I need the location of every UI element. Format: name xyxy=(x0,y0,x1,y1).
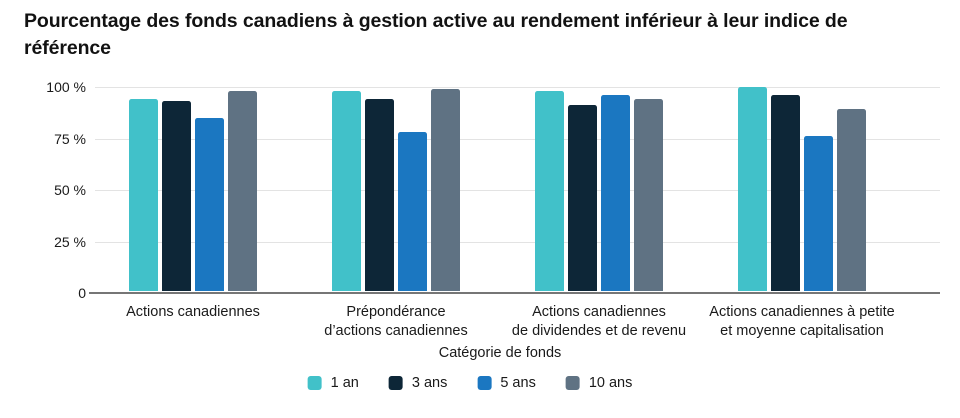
x-category-label-actions-canadiennes-petite: Actions canadiennes à petite et moyenne … xyxy=(709,304,895,339)
bar-1-an-actions-canadiennes-petite[interactable] xyxy=(738,87,767,291)
legend-item-5-ans: 5 ans xyxy=(477,375,536,391)
bar-10-ans-actions-canadiennes[interactable] xyxy=(228,91,257,291)
chart-title: Pourcentage des fonds canadiens à gestio… xyxy=(24,10,848,59)
y-tick-label-75: 75 % xyxy=(54,130,86,147)
legend: 1 an 3 ans 5 ans 10 ans xyxy=(307,375,633,391)
bar-group-actions-canadiennes xyxy=(535,87,663,291)
bar-5-ans-actions-canadiennes[interactable] xyxy=(601,95,630,291)
legend-swatch-10-ans xyxy=(565,376,580,390)
bar-5-ans-pr-pond-rance[interactable] xyxy=(398,131,427,291)
x-axis-title: Catégorie de fonds xyxy=(438,345,562,361)
bar-3-ans-actions-canadiennes-petite[interactable] xyxy=(771,95,800,291)
gridline xyxy=(95,190,940,191)
bar-1-an-actions-canadiennes[interactable] xyxy=(129,99,158,291)
x-axis-line xyxy=(89,292,940,294)
bar-10-ans-actions-canadiennes[interactable] xyxy=(634,99,663,291)
y-tick-label-0: 0 xyxy=(78,285,86,301)
legend-label-10-ans: 10 ans xyxy=(588,375,633,391)
legend-item-3-ans: 3 ans xyxy=(388,375,448,391)
y-tick-label-50: 50 % xyxy=(54,182,86,198)
legend-label-5-ans: 5 ans xyxy=(500,375,536,391)
legend-swatch-3-ans xyxy=(388,376,403,390)
y-axis: 0 25 % 50 % 75 % 100 % xyxy=(0,79,86,301)
gridline xyxy=(95,138,940,140)
x-category-label-actions-canadiennes: Actions canadiennes xyxy=(126,304,260,320)
bar-1-an-pr-pond-rance[interactable] xyxy=(332,91,361,291)
bar-3-ans-actions-canadiennes[interactable] xyxy=(162,101,191,291)
gridline xyxy=(95,87,940,88)
bar-group-actions-canadiennes xyxy=(129,87,257,291)
bar-group-actions-canadiennes-petite xyxy=(738,87,866,291)
bar-1-an-actions-canadiennes[interactable] xyxy=(535,91,564,291)
bar-10-ans-actions-canadiennes-petite[interactable] xyxy=(837,109,866,291)
bar-10-ans-pr-pond-rance[interactable] xyxy=(431,89,460,291)
legend-label-3-ans: 3 ans xyxy=(411,375,448,391)
gridline xyxy=(95,241,940,243)
x-category-label-actions-canadiennes: Actions canadiennes de dividendes et de … xyxy=(511,304,687,339)
bar-group-pr-pond-rance xyxy=(332,87,460,291)
plot-area: Actions canadiennes Prépondérance d’actio… xyxy=(89,87,940,339)
legend-swatch-5-ans xyxy=(477,376,492,390)
bar-3-ans-actions-canadiennes[interactable] xyxy=(568,105,597,291)
legend-item-10-ans: 10 ans xyxy=(565,375,633,391)
y-tick-label-25: 25 % xyxy=(54,233,86,250)
bar-5-ans-actions-canadiennes[interactable] xyxy=(195,117,224,291)
y-tick-label-100: 100 % xyxy=(46,79,86,95)
bar-5-ans-actions-canadiennes-petite[interactable] xyxy=(804,135,833,291)
legend-label-1-an: 1 an xyxy=(330,375,359,391)
x-category-label-pr-pond-rance: Prépondérance d’actions canadiennes xyxy=(324,304,468,339)
legend-item-1-an: 1 an xyxy=(307,375,359,391)
legend-swatch-1-an xyxy=(307,376,322,390)
bar-3-ans-pr-pond-rance[interactable] xyxy=(365,99,394,291)
